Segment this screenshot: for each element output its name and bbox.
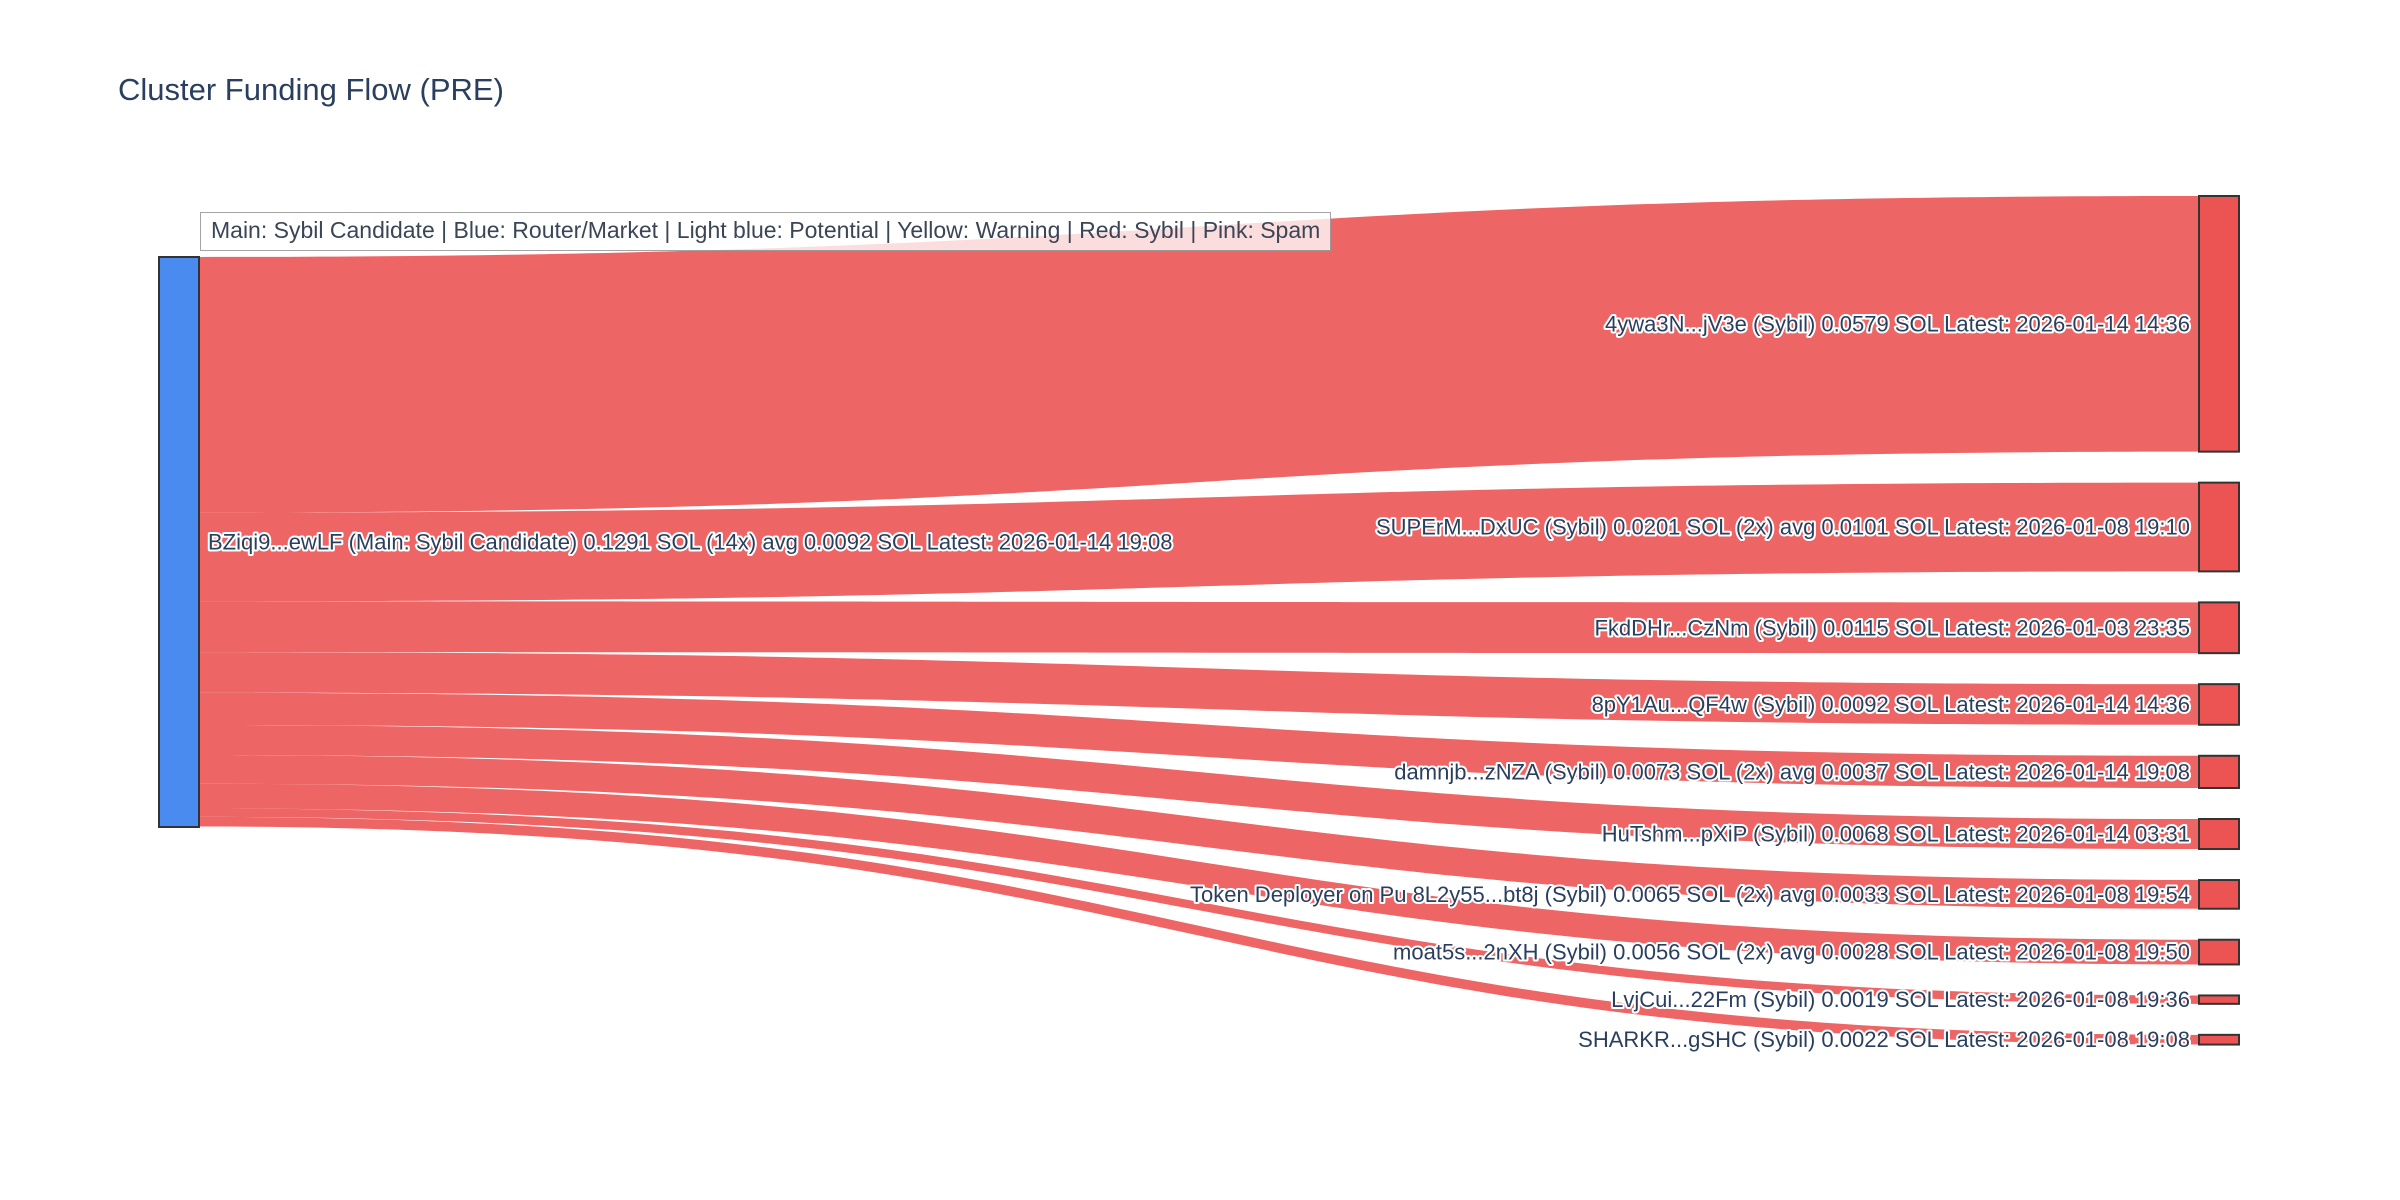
sankey-target-label-2: FkdDHr...CzNm (Sybil) 0.0115 SOL Latest:… — [1594, 615, 2190, 640]
sankey-labels-group: 4ywa3N...jV3e (Sybil) 0.0579 SOL Latest:… — [206, 309, 2192, 1054]
sankey-target-label-5: HuTshm...pXiP (Sybil) 0.0068 SOL Latest:… — [1602, 822, 2190, 847]
sankey-target-node-8[interactable] — [2198, 994, 2240, 1005]
sankey-target-node-4[interactable] — [2198, 754, 2240, 790]
sankey-source-node[interactable] — [158, 256, 200, 828]
sankey-link-4[interactable] — [199, 692, 2199, 789]
sankey-target-label-4: damnjb...zNZA (Sybil) 0.0073 SOL (2x) av… — [1394, 759, 2190, 784]
sankey-target-label-6: Token Deployer on Pu 8L2y55...bt8j (Sybi… — [1190, 882, 2190, 907]
sankey-link-2[interactable] — [199, 601, 2199, 654]
sankey-target-node-5[interactable] — [2198, 818, 2240, 851]
sankey-link-8[interactable] — [199, 808, 2199, 1004]
sankey-target-label-7: moat5s...2nXH (Sybil) 0.0056 SOL (2x) av… — [1393, 940, 2190, 965]
chart-title: Cluster Funding Flow (PRE) — [118, 72, 504, 107]
sankey-nodes-group — [158, 195, 2240, 1046]
sankey-target-label-3: 8pY1Au...QF4w (Sybil) 0.0092 SOL Latest:… — [1592, 692, 2190, 717]
sankey-target-node-9[interactable] — [2198, 1033, 2240, 1046]
sankey-target-label-0: 4ywa3N...jV3e (Sybil) 0.0579 SOL Latest:… — [1605, 311, 2190, 336]
sankey-links-group — [199, 196, 2199, 1045]
sankey-target-node-7[interactable] — [2198, 938, 2240, 966]
sankey-link-3[interactable] — [199, 652, 2199, 725]
sankey-link-9[interactable] — [199, 816, 2199, 1045]
sankey-link-5[interactable] — [199, 725, 2199, 850]
sankey-link-6[interactable] — [199, 755, 2199, 909]
sankey-target-node-1[interactable] — [2198, 481, 2240, 573]
sankey-target-node-0[interactable] — [2198, 195, 2240, 453]
sankey-target-node-2[interactable] — [2198, 601, 2240, 655]
sankey-source-label: BZiqi9...ewLF (Main: Sybil Candidate) 0.… — [208, 530, 1173, 555]
sankey-target-label-9: SHARKR...gSHC (Sybil) 0.0022 SOL Latest:… — [1578, 1027, 2190, 1052]
sankey-target-node-6[interactable] — [2198, 879, 2240, 910]
color-legend-annotation: Main: Sybil Candidate | Blue: Router/Mar… — [200, 212, 1332, 251]
sankey-target-label-1: SUPErM...DxUC (Sybil) 0.0201 SOL (2x) av… — [1376, 515, 2190, 540]
sankey-link-1[interactable] — [199, 482, 2199, 602]
sankey-target-node-3[interactable] — [2198, 683, 2240, 726]
sankey-target-label-8: LvjCui...22Fm (Sybil) 0.0019 SOL Latest:… — [1611, 987, 2190, 1012]
sankey-link-7[interactable] — [199, 783, 2199, 965]
sankey-link-0[interactable] — [199, 196, 2199, 513]
